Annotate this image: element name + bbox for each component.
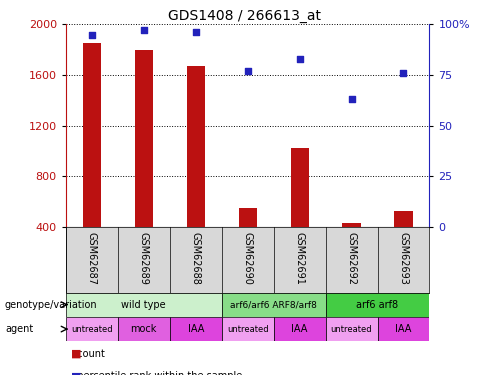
Text: GSM62687: GSM62687	[87, 232, 97, 285]
Point	[296, 56, 304, 62]
Point	[140, 27, 148, 33]
Bar	[274, 317, 325, 341]
Text: GSM62691: GSM62691	[295, 232, 305, 285]
Bar	[325, 292, 429, 317]
Text: GSM62690: GSM62690	[243, 232, 253, 285]
Text: IAA: IAA	[291, 324, 308, 334]
Text: GSM62692: GSM62692	[346, 232, 357, 285]
Text: count: count	[71, 349, 104, 359]
Text: GSM62693: GSM62693	[399, 232, 408, 285]
Bar	[135, 50, 153, 227]
Point	[88, 32, 96, 38]
Bar	[222, 317, 274, 341]
Text: GDS1408 / 266613_at: GDS1408 / 266613_at	[167, 9, 321, 23]
Text: GSM62688: GSM62688	[191, 232, 201, 285]
Text: IAA: IAA	[395, 324, 412, 334]
Text: GSM62689: GSM62689	[139, 232, 149, 285]
Bar	[83, 43, 101, 227]
Bar	[66, 317, 118, 341]
Bar	[343, 223, 361, 227]
Text: ■: ■	[71, 371, 81, 375]
Text: ■: ■	[71, 349, 81, 359]
Point	[192, 30, 200, 36]
Text: percentile rank within the sample: percentile rank within the sample	[71, 371, 242, 375]
Text: IAA: IAA	[187, 324, 204, 334]
Bar	[239, 208, 257, 227]
Bar	[186, 66, 205, 227]
Point	[400, 70, 407, 76]
Bar	[325, 317, 378, 341]
Bar	[378, 317, 429, 341]
Text: untreated: untreated	[331, 324, 372, 334]
Point	[244, 68, 252, 74]
Point	[347, 96, 355, 102]
Text: agent: agent	[5, 324, 33, 334]
Bar	[66, 292, 222, 317]
Text: genotype/variation: genotype/variation	[5, 300, 98, 310]
Text: untreated: untreated	[227, 324, 268, 334]
Text: mock: mock	[131, 324, 157, 334]
Bar	[170, 317, 222, 341]
Bar	[290, 148, 309, 227]
Text: arf6/arf6 ARF8/arf8: arf6/arf6 ARF8/arf8	[230, 300, 317, 309]
Text: arf6 arf8: arf6 arf8	[356, 300, 399, 310]
Bar	[222, 292, 325, 317]
Bar	[394, 211, 412, 227]
Text: untreated: untreated	[71, 324, 113, 334]
Text: wild type: wild type	[122, 300, 166, 310]
Bar	[118, 317, 170, 341]
